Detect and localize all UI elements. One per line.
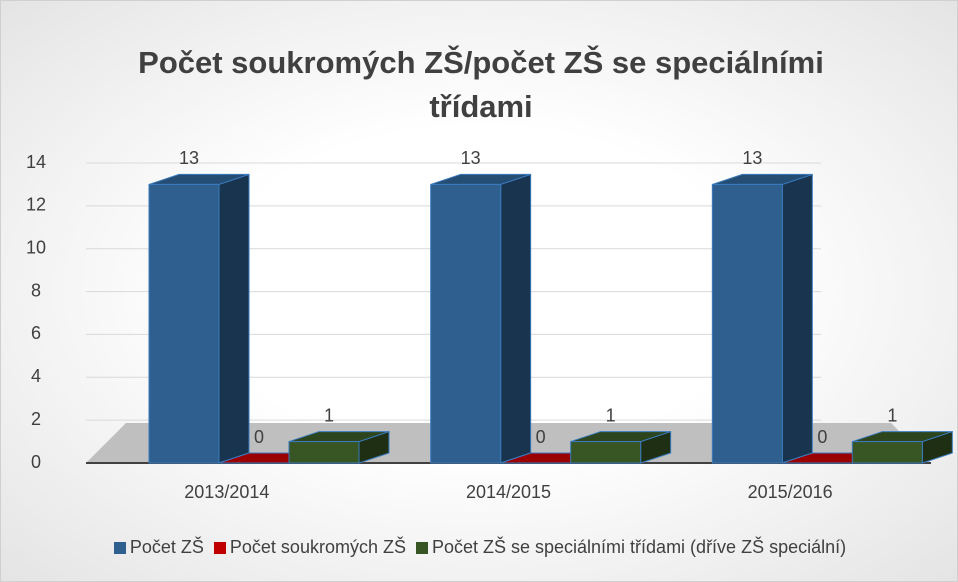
y-tick-label: 8 (31, 280, 41, 300)
bar (851, 441, 923, 464)
bar (430, 183, 502, 464)
data-label: 13 (179, 148, 199, 168)
x-tick-label: 2013/2014 (184, 482, 269, 502)
data-label: 13 (742, 148, 762, 168)
y-tick-label: 12 (26, 195, 46, 215)
data-label: 1 (324, 405, 334, 425)
y-tick-label: 10 (26, 237, 46, 257)
y-tick-label: 0 (31, 452, 41, 472)
chart-title: Počet soukromých ZŠ/počet ZŠ se speciáln… (138, 45, 824, 124)
legend-item: Počet soukromých ZŠ (213, 537, 406, 558)
bar (288, 441, 360, 464)
legend: Počet ZŠ Počet soukromých ZŠ Počet ZŠ se s… (1, 537, 957, 558)
bar-side (218, 173, 250, 464)
data-label: 13 (461, 148, 481, 168)
data-label: 1 (887, 405, 897, 425)
bar (570, 441, 642, 464)
data-label: 1 (606, 405, 616, 425)
legend-swatch (415, 541, 428, 554)
legend-swatch (113, 541, 126, 554)
x-tick-label: 2014/2015 (466, 482, 551, 502)
y-tick-label: 14 (26, 152, 46, 172)
y-tick-label: 6 (31, 323, 41, 343)
y-tick-label: 2 (31, 409, 41, 429)
bar (711, 183, 783, 464)
y-tick-label: 4 (31, 366, 41, 386)
x-tick-label: 2015/2016 (748, 482, 833, 502)
legend-label: Počet ZŠ (129, 537, 204, 557)
legend-swatch (213, 541, 226, 554)
legend-item: Počet ZŠ se speciálními třídami (dříve Z… (415, 537, 847, 558)
bar (148, 183, 220, 464)
bar-side (781, 173, 813, 464)
bar-side (500, 173, 532, 464)
data-label: 0 (254, 427, 264, 447)
legend-item: Počet ZŠ (113, 537, 204, 558)
legend-label: Počet soukromých ZŠ (229, 537, 406, 557)
data-label: 0 (817, 427, 827, 447)
legend-label: Počet ZŠ se speciálními třídami (dříve Z… (431, 537, 847, 557)
data-label: 0 (536, 427, 546, 447)
